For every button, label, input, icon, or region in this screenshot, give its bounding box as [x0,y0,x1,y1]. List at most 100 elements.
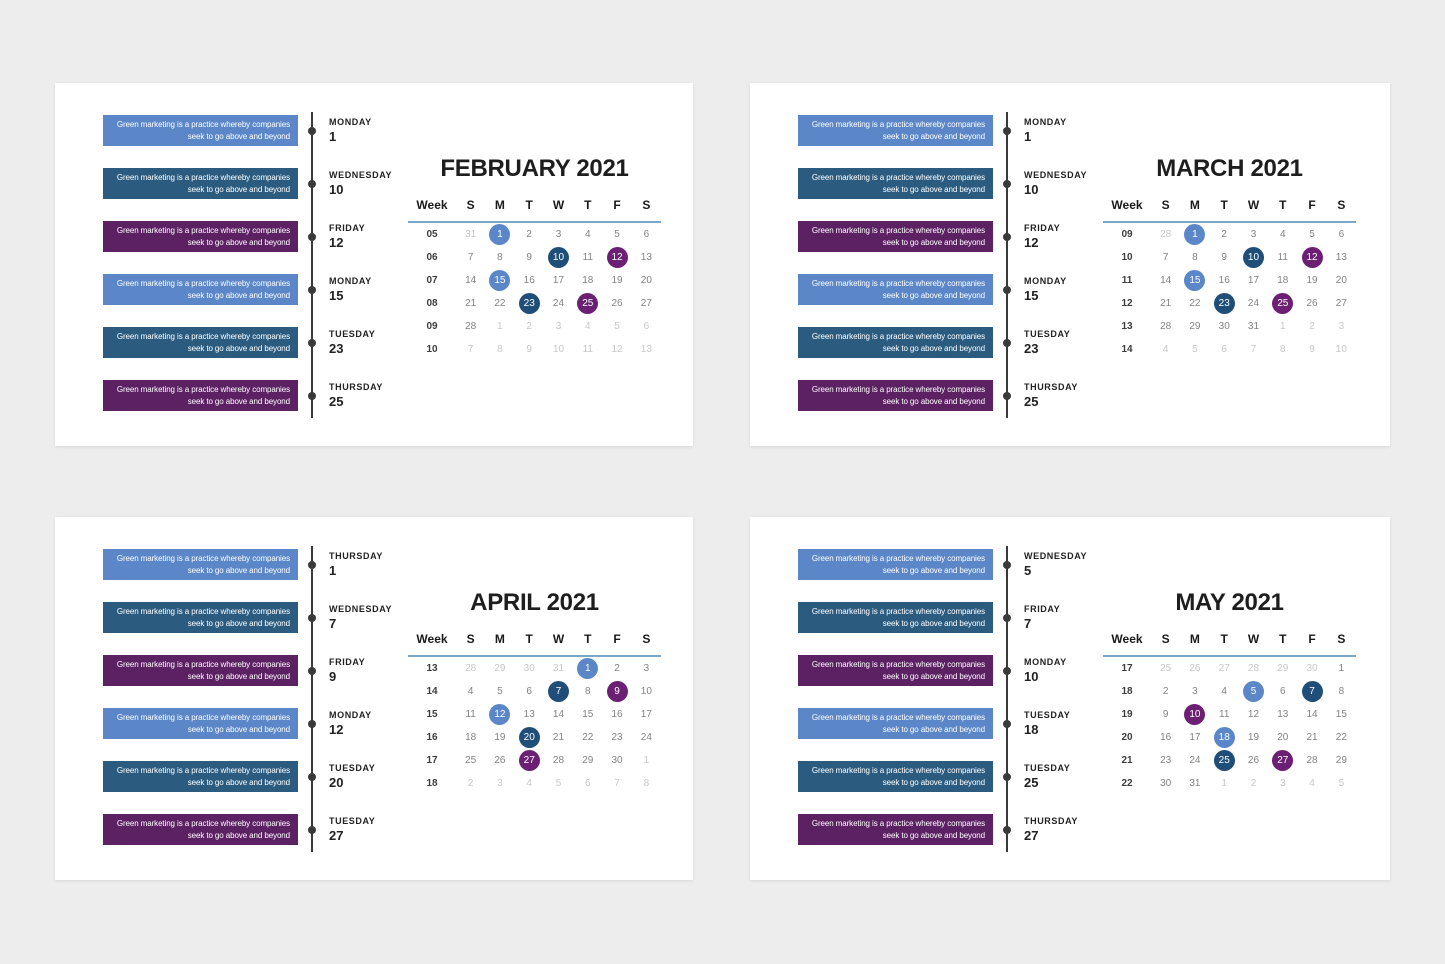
event-label: FRIDAY 9 [329,657,365,684]
event-box[interactable]: Green marketing is a practice whereby co… [103,115,298,146]
event-label: WEDNESDAY 10 [1024,170,1087,197]
day-cell: 15 [1180,269,1209,292]
event-day-name: TUESDAY [329,763,376,773]
day-cell: 4 [1221,686,1227,697]
week-number: 14 [1121,344,1133,355]
event-box[interactable]: Green marketing is a practice whereby co… [798,549,993,580]
timeline-line [311,546,313,852]
event-label: TUESDAY 23 [329,329,375,356]
highlighted-day[interactable]: 5 [1242,681,1264,702]
highlighted-day[interactable]: 23 [1213,293,1235,314]
event-box[interactable]: Green marketing is a practice whereby co… [103,655,298,686]
calendar-week-row: 22 30 31 1 2 3 4 5 [1103,772,1356,795]
event-box[interactable]: Green marketing is a practice whereby co… [103,274,298,305]
event-box[interactable]: Green marketing is a practice whereby co… [798,274,993,305]
event-box[interactable]: Green marketing is a practice whereby co… [103,221,298,252]
calendar-week-row: 08 21 22 23 24 25 26 27 [408,292,661,315]
event-day-name: THURSDAY [329,382,383,392]
event-date: 12 [329,722,344,737]
highlighted-day[interactable]: 27 [518,750,540,771]
event-box[interactable]: Green marketing is a practice whereby co… [798,380,993,411]
highlighted-day[interactable]: 27 [1272,750,1294,771]
day-cell: 6 [643,229,650,240]
event-box[interactable]: Green marketing is a practice whereby co… [103,602,298,633]
weekday-header: W [1238,198,1269,223]
day-cell: 26 [1189,663,1201,674]
highlighted-day[interactable]: 9 [606,681,628,702]
event-box[interactable]: Green marketing is a practice whereby co… [798,602,993,633]
event-text-line1: Green marketing is a practice whereby co… [811,606,985,616]
event-box[interactable]: Green marketing is a practice whereby co… [798,708,993,739]
event-box[interactable]: Green marketing is a practice whereby co… [103,708,298,739]
highlighted-day[interactable]: 15 [489,270,511,291]
highlighted-day[interactable]: 10 [1242,247,1264,268]
event-day-name: TUESDAY [329,329,376,339]
month-card: Green marketing is a practice whereby co… [750,83,1390,446]
event-label: WEDNESDAY 7 [329,604,392,631]
week-number: 09 [426,321,438,332]
highlighted-day[interactable]: 10 [1184,704,1206,725]
calendar: FEBRUARY 2021 Week S M T W T F S 05 31 1 2 3 4 5 6 06 7 8… [408,83,661,361]
event-box[interactable]: Green marketing is a practice whereby co… [798,655,993,686]
day-cell: 8 [584,686,591,697]
highlighted-day[interactable]: 1 [577,658,599,679]
event-box[interactable]: Green marketing is a practice whereby co… [103,380,298,411]
event-box[interactable]: Green marketing is a practice whereby co… [103,814,298,845]
highlighted-day[interactable]: 7 [1301,681,1323,702]
event-timeline: Green marketing is a practice whereby co… [750,546,1100,867]
highlighted-day[interactable]: 7 [547,681,569,702]
event-text-line1: Green marketing is a practice whereby co… [116,712,290,722]
event-label: THURSDAY 25 [1024,382,1078,409]
event-box[interactable]: Green marketing is a practice whereby co… [798,221,993,252]
day-cell: 4 [1309,778,1315,789]
week-number: 10 [426,344,438,355]
event-box[interactable]: Green marketing is a practice whereby co… [103,168,298,199]
highlighted-day[interactable]: 1 [489,224,511,245]
calendar-week-row: 10 7 8 9 10 11 12 13 [408,338,661,361]
timeline-dot-icon [1003,127,1011,135]
day-cell: 6 [526,686,532,697]
event-day-name: FRIDAY [329,223,366,233]
day-cell: 25 [573,292,602,315]
day-cell: 14 [1306,709,1318,720]
day-cell: 11 [582,344,593,355]
event-label: MONDAY 12 [329,710,372,737]
event-box[interactable]: Green marketing is a practice whereby co… [798,761,993,792]
highlighted-day[interactable]: 25 [577,293,599,314]
highlighted-day[interactable]: 23 [518,293,540,314]
highlighted-day[interactable]: 25 [1272,293,1294,314]
day-cell: 26 [1306,298,1318,309]
event-text-line1: Green marketing is a practice whereby co… [811,659,985,669]
event-box[interactable]: Green marketing is a practice whereby co… [798,327,993,358]
highlighted-day[interactable]: 1 [1184,224,1206,245]
highlighted-day[interactable]: 12 [489,704,511,725]
highlighted-day[interactable]: 18 [1213,727,1235,748]
highlighted-day[interactable]: 25 [1213,750,1235,771]
highlighted-day[interactable]: 10 [547,247,569,268]
day-cell: 17 [640,709,652,720]
event-box[interactable]: Green marketing is a practice whereby co… [103,761,298,792]
event-box[interactable]: Green marketing is a practice whereby co… [798,814,993,845]
highlighted-day[interactable]: 12 [606,247,628,268]
event-box[interactable]: Green marketing is a practice whereby co… [798,115,993,146]
event-box[interactable]: Green marketing is a practice whereby co… [798,168,993,199]
event-row: Green marketing is a practice whereby co… [750,602,1100,655]
event-timeline: Green marketing is a practice whereby co… [750,112,1100,433]
timeline-dot-icon [308,773,316,781]
event-label: THURSDAY 25 [329,382,383,409]
event-box[interactable]: Green marketing is a practice whereby co… [103,549,298,580]
event-label: TUESDAY 27 [329,816,375,843]
day-cell: 4 [526,778,532,789]
highlighted-day[interactable]: 15 [1184,270,1206,291]
event-day-name: MONDAY [1024,276,1067,286]
calendar-table: Week S M T W T F S 13 28 29 30 31 1 2 3 14 4 5 6 7 8 9 10 15 11 1… [408,632,661,795]
event-box[interactable]: Green marketing is a practice whereby co… [103,327,298,358]
highlighted-day[interactable]: 12 [1301,247,1323,268]
day-cell: 23 [1160,755,1172,766]
event-day-name: MONDAY [329,710,372,720]
day-cell: 10 [544,246,573,269]
day-cell: 8 [497,252,503,263]
day-cell: 8 [643,778,650,789]
highlighted-day[interactable]: 20 [518,727,540,748]
month-title: MAY 2021 [1175,589,1284,616]
